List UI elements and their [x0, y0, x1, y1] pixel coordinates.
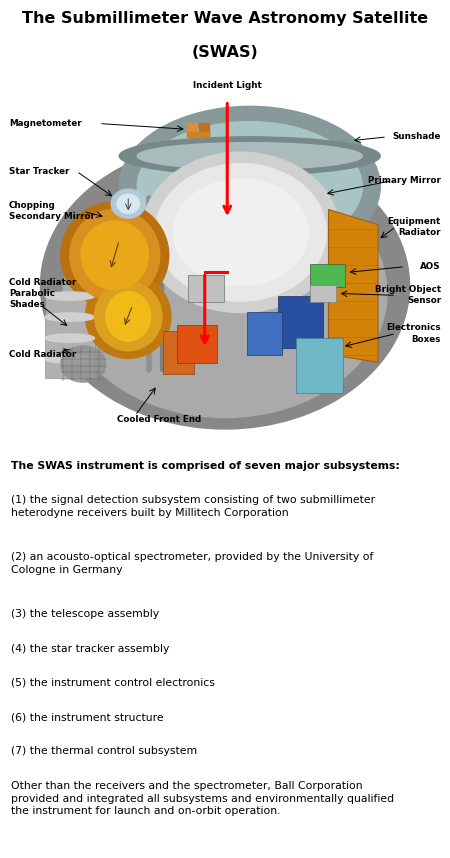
Text: AOS: AOS	[420, 263, 441, 271]
Text: (2) an acousto-optical spectrometer, provided by the University of
Cologne in Ge: (2) an acousto-optical spectrometer, pro…	[11, 552, 374, 575]
Ellipse shape	[61, 202, 169, 309]
FancyBboxPatch shape	[310, 285, 336, 302]
Ellipse shape	[119, 106, 380, 267]
Ellipse shape	[137, 122, 362, 251]
Text: Electronics
Boxes: Electronics Boxes	[387, 323, 441, 343]
Ellipse shape	[45, 292, 94, 300]
FancyBboxPatch shape	[296, 339, 343, 394]
Text: (3) the telescope assembly: (3) the telescope assembly	[11, 609, 159, 619]
Text: Incident Light: Incident Light	[193, 81, 261, 90]
Text: Other than the receivers and the spectrometer, Ball Corporation
provided and int: Other than the receivers and the spectro…	[11, 781, 394, 816]
Text: (7) the thermal control subsystem: (7) the thermal control subsystem	[11, 746, 198, 757]
FancyBboxPatch shape	[177, 325, 217, 363]
Ellipse shape	[142, 152, 340, 312]
Ellipse shape	[106, 292, 151, 341]
Ellipse shape	[137, 142, 362, 169]
Ellipse shape	[45, 313, 94, 321]
Text: Cold Radiator: Cold Radiator	[9, 350, 76, 359]
FancyBboxPatch shape	[45, 338, 95, 357]
Ellipse shape	[61, 346, 106, 382]
Ellipse shape	[45, 355, 94, 363]
FancyBboxPatch shape	[247, 311, 282, 355]
Bar	[187, 123, 197, 135]
FancyBboxPatch shape	[163, 331, 194, 374]
FancyBboxPatch shape	[45, 296, 95, 315]
FancyBboxPatch shape	[310, 264, 345, 287]
Circle shape	[117, 194, 140, 214]
Text: Bright Object
Sensor: Bright Object Sensor	[375, 286, 441, 305]
Text: Primary Mirror: Primary Mirror	[368, 176, 441, 185]
Text: The Submillimeter Wave Astronomy Satellite: The Submillimeter Wave Astronomy Satelli…	[22, 10, 428, 26]
Text: Cold Radiator
Parabolic
Shades: Cold Radiator Parabolic Shades	[9, 278, 76, 309]
Text: Magnetometer: Magnetometer	[9, 119, 81, 128]
Text: Sunshade: Sunshade	[392, 132, 441, 142]
Text: (SWAS): (SWAS)	[192, 45, 258, 60]
Text: (1) the signal detection subsystem consisting of two submillimeter
heterodyne re: (1) the signal detection subsystem consi…	[11, 495, 375, 517]
Ellipse shape	[45, 334, 94, 342]
Circle shape	[111, 190, 145, 218]
Bar	[199, 123, 209, 135]
Text: Cooled Front End: Cooled Front End	[117, 415, 201, 424]
Text: (6) the instrument structure: (6) the instrument structure	[11, 712, 164, 722]
Polygon shape	[328, 209, 378, 362]
Text: Equipment
Radiator: Equipment Radiator	[388, 216, 441, 237]
FancyBboxPatch shape	[45, 317, 95, 335]
Ellipse shape	[81, 221, 148, 290]
Text: (5) the instrument control electronics: (5) the instrument control electronics	[11, 678, 215, 688]
Ellipse shape	[94, 282, 162, 351]
Ellipse shape	[63, 169, 387, 418]
Ellipse shape	[40, 142, 410, 429]
Bar	[187, 132, 209, 137]
Text: Star Tracker: Star Tracker	[9, 166, 69, 176]
FancyBboxPatch shape	[188, 275, 224, 302]
Text: Chopping
Secondary Mirror: Chopping Secondary Mirror	[9, 202, 95, 221]
FancyBboxPatch shape	[45, 359, 95, 378]
Ellipse shape	[119, 137, 380, 175]
Ellipse shape	[86, 275, 171, 359]
Ellipse shape	[173, 178, 308, 286]
Text: (4) the star tracker assembly: (4) the star tracker assembly	[11, 644, 170, 654]
Text: The SWAS instrument is comprised of seven major subsystems:: The SWAS instrument is comprised of seve…	[11, 461, 400, 470]
Ellipse shape	[155, 164, 326, 301]
FancyBboxPatch shape	[278, 297, 323, 347]
Ellipse shape	[70, 209, 160, 301]
